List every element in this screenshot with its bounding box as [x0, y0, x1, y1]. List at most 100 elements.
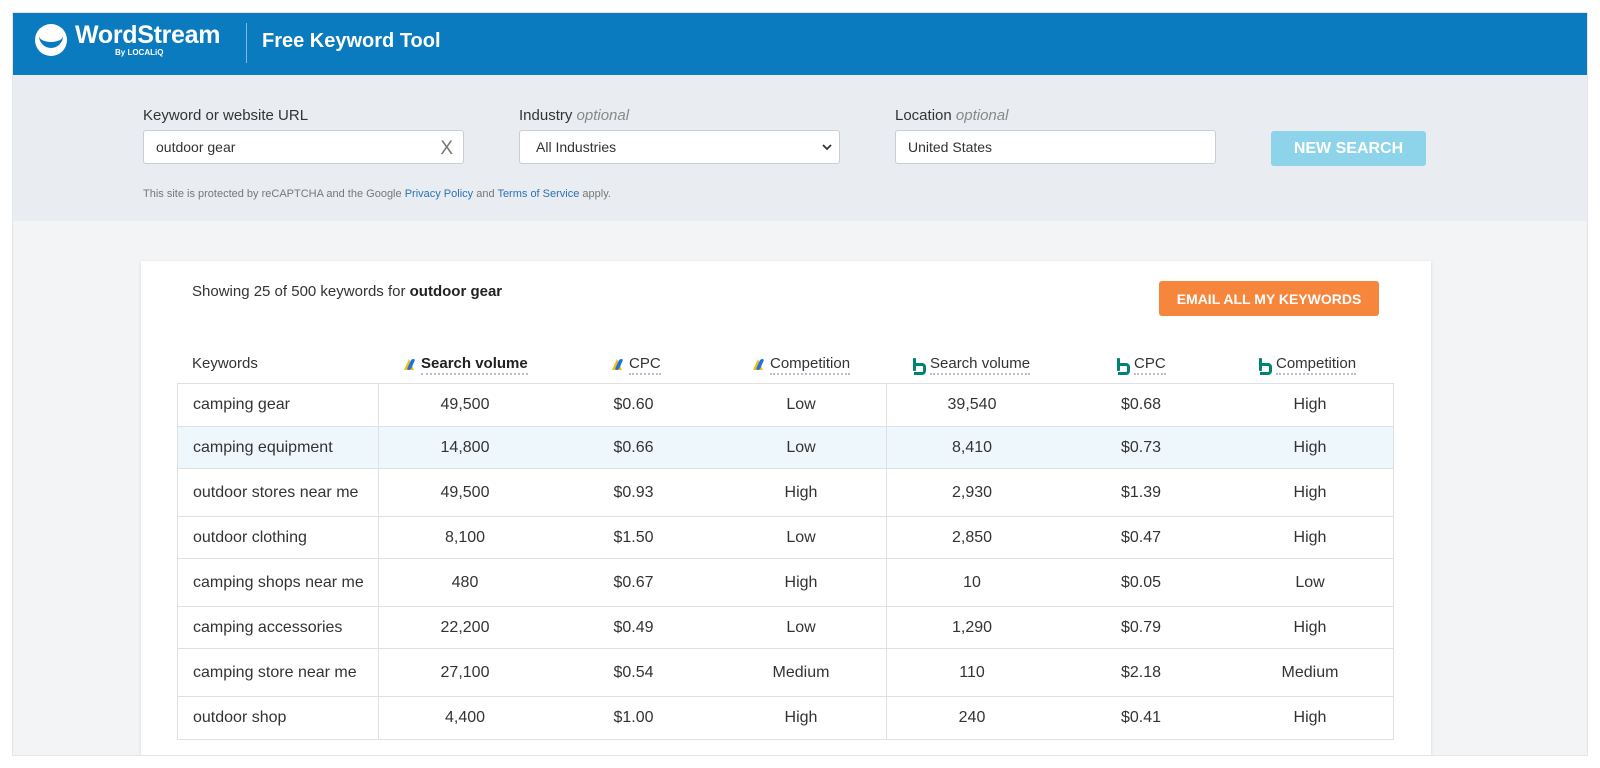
brand-name: WordStream: [75, 21, 221, 49]
bing-cpc-cell: $1.39: [1120, 483, 1162, 501]
bing-competition-cell: Low: [1295, 573, 1325, 591]
recaptcha-notice: This site is protected by reCAPTCHA and …: [143, 188, 611, 200]
app-window: WordStream By LOCALiQ Free Keyword Tool …: [12, 12, 1588, 756]
google-cpc-cell: $1.00: [613, 709, 654, 726]
brand-subtitle: By LOCALiQ: [115, 48, 164, 57]
google-volume-cell: 8,100: [444, 528, 486, 546]
col-header-bing-volume[interactable]: Search volume: [913, 355, 1031, 375]
keyword-cell: camping gear: [178, 384, 379, 426]
col-header-bing-cpc[interactable]: CPC: [1117, 355, 1166, 375]
terms-of-service-link[interactable]: Terms of Service: [497, 188, 580, 200]
industry-select-value: All Industries: [536, 139, 617, 155]
keyword-input-value: outdoor gear: [156, 139, 236, 155]
location-label: Location optional: [895, 107, 1009, 124]
google-volume-cell: 27,100: [440, 663, 490, 681]
google-cpc-cell: $0.66: [613, 438, 654, 456]
google-ads-icon: [403, 359, 415, 371]
google-volume-cell: 4,400: [444, 709, 486, 726]
results-summary: Showing 25 of 500 keywords for outdoor g…: [192, 283, 503, 300]
industry-field-group: Industry optional All Industries: [519, 107, 840, 164]
industry-optional: optional: [576, 107, 630, 124]
location-input[interactable]: United States: [895, 130, 1216, 164]
bing-volume-cell: 2,930: [951, 483, 993, 501]
google-competition-cell: Low: [716, 427, 887, 468]
keyword-cell: camping store near me: [178, 649, 379, 696]
bing-volume-cell: 1,290: [951, 618, 993, 636]
google-competition-cell: Low: [716, 384, 887, 426]
bing-cpc-cell: $0.73: [1120, 438, 1162, 456]
wordstream-logo[interactable]: WordStream By LOCALiQ: [35, 23, 220, 57]
new-search-button[interactable]: NEW SEARCH: [1271, 131, 1426, 166]
bing-icon: [1259, 358, 1272, 375]
keyword-label: Keyword or website URL: [143, 107, 309, 124]
bing-competition-cell: High: [1293, 396, 1327, 413]
bing-volume-cell: 39,540: [947, 396, 997, 413]
keyword-input[interactable]: outdoor gear X: [143, 130, 464, 164]
bing-competition-cell: Medium: [1281, 663, 1339, 681]
google-competition-cell: Low: [716, 517, 887, 558]
table-row[interactable]: outdoor stores near me 49,500 $0.93 High…: [177, 469, 1394, 517]
bing-volume-cell: 10: [963, 573, 981, 591]
results-query: outdoor gear: [409, 283, 503, 300]
table-row[interactable]: outdoor clothing 8,100 $1.50 Low 2,850 $…: [177, 517, 1394, 559]
privacy-policy-link[interactable]: Privacy Policy: [404, 188, 474, 200]
table-row[interactable]: camping accessories 22,200 $0.49 Low 1,2…: [177, 607, 1394, 649]
keywords-table-body: camping gear 49,500 $0.60 Low 39,540 $0.…: [177, 383, 1394, 740]
bing-competition-cell: High: [1293, 528, 1327, 546]
google-cpc-cell: $0.67: [613, 573, 654, 591]
col-header-google-volume[interactable]: Search volume: [403, 355, 528, 375]
keyword-cell: camping accessories: [178, 607, 379, 648]
bing-cpc-cell: $0.47: [1120, 528, 1162, 546]
chevron-down-icon: [821, 137, 833, 160]
google-competition-cell: Medium: [716, 649, 887, 696]
keyword-cell: outdoor stores near me: [178, 469, 379, 516]
bing-cpc-cell: $0.41: [1120, 709, 1162, 726]
table-row[interactable]: camping shops near me 480 $0.67 High 10 …: [177, 559, 1394, 607]
col-header-bing-competition[interactable]: Competition: [1259, 355, 1357, 375]
google-volume-cell: 49,500: [440, 396, 490, 413]
bing-volume-cell: 240: [958, 709, 986, 726]
industry-label: Industry optional: [519, 107, 630, 124]
google-volume-cell: 14,800: [440, 438, 490, 456]
search-panel: Keyword or website URL outdoor gear X In…: [13, 75, 1587, 221]
location-optional: optional: [955, 107, 1009, 124]
bing-cpc-cell: $0.68: [1120, 396, 1162, 413]
top-bar: WordStream By LOCALiQ Free Keyword Tool: [13, 13, 1587, 75]
clear-icon[interactable]: X: [440, 138, 453, 159]
keyword-cell: outdoor shop: [178, 697, 379, 739]
table-row[interactable]: camping store near me 27,100 $0.54 Mediu…: [177, 649, 1394, 697]
bing-cpc-cell: $2.18: [1120, 663, 1162, 681]
col-header-keywords: Keywords: [192, 355, 258, 372]
bing-cpc-cell: $0.05: [1120, 573, 1162, 591]
bing-icon: [1117, 358, 1130, 375]
google-volume-cell: 480: [451, 573, 479, 591]
google-competition-cell: High: [716, 697, 887, 739]
email-keywords-button[interactable]: EMAIL ALL MY KEYWORDS: [1159, 281, 1379, 316]
google-ads-icon: [611, 359, 623, 371]
keyword-cell: outdoor clothing: [178, 517, 379, 558]
bing-competition-cell: High: [1293, 709, 1327, 726]
results-card: Showing 25 of 500 keywords for outdoor g…: [141, 261, 1431, 755]
google-cpc-cell: $0.54: [613, 663, 654, 681]
google-cpc-cell: $1.50: [613, 528, 654, 546]
keyword-cell: camping shops near me: [178, 559, 379, 606]
google-cpc-cell: $0.60: [613, 396, 654, 413]
bing-icon: [913, 358, 926, 375]
table-row[interactable]: outdoor shop 4,400 $1.00 High 240 $0.41 …: [177, 697, 1394, 740]
google-volume-cell: 22,200: [440, 618, 490, 636]
table-row[interactable]: camping equipment 14,800 $0.66 Low 8,410…: [177, 427, 1394, 469]
google-competition-cell: High: [716, 559, 887, 606]
keyword-field-group: Keyword or website URL outdoor gear X: [143, 107, 464, 164]
bing-volume-cell: 110: [959, 663, 985, 681]
bing-competition-cell: High: [1293, 618, 1327, 636]
col-header-google-cpc[interactable]: CPC: [611, 355, 661, 375]
bing-volume-cell: 8,410: [951, 438, 993, 456]
bing-cpc-cell: $0.79: [1120, 618, 1162, 636]
google-cpc-cell: $0.49: [613, 618, 654, 636]
table-row[interactable]: camping gear 49,500 $0.60 Low 39,540 $0.…: [177, 384, 1394, 427]
col-header-google-competition[interactable]: Competition: [752, 355, 851, 375]
industry-select[interactable]: All Industries: [519, 130, 840, 164]
bing-competition-cell: High: [1293, 438, 1327, 456]
google-volume-cell: 49,500: [440, 483, 490, 501]
google-competition-cell: High: [716, 469, 887, 516]
